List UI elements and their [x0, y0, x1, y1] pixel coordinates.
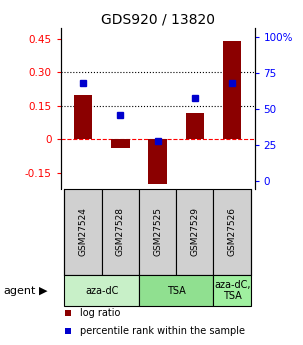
Text: TSA: TSA [167, 286, 185, 296]
Bar [74, 95, 92, 139]
Bar [214, 275, 251, 306]
Bar [102, 189, 139, 275]
Text: log ratio: log ratio [80, 308, 120, 318]
Text: GSM27526: GSM27526 [228, 207, 237, 256]
Text: aza-dC,
TSA: aza-dC, TSA [214, 280, 250, 301]
Title: GDS920 / 13820: GDS920 / 13820 [101, 12, 215, 27]
Bar [64, 275, 139, 306]
Bar [139, 275, 214, 306]
Text: ▶: ▶ [39, 286, 48, 296]
Bar [223, 41, 241, 139]
Bar [139, 189, 176, 275]
Bar [64, 189, 102, 275]
Bar [214, 189, 251, 275]
Bar [148, 139, 167, 184]
Text: aza-dC: aza-dC [85, 286, 118, 296]
Bar [176, 189, 214, 275]
Text: GSM27529: GSM27529 [190, 207, 199, 256]
Text: GSM27524: GSM27524 [78, 207, 88, 256]
Bar [111, 139, 130, 148]
Text: GSM27525: GSM27525 [153, 207, 162, 256]
Text: percentile rank within the sample: percentile rank within the sample [80, 326, 245, 336]
Text: GSM27528: GSM27528 [116, 207, 125, 256]
Bar [185, 112, 204, 139]
Text: agent: agent [3, 286, 35, 296]
